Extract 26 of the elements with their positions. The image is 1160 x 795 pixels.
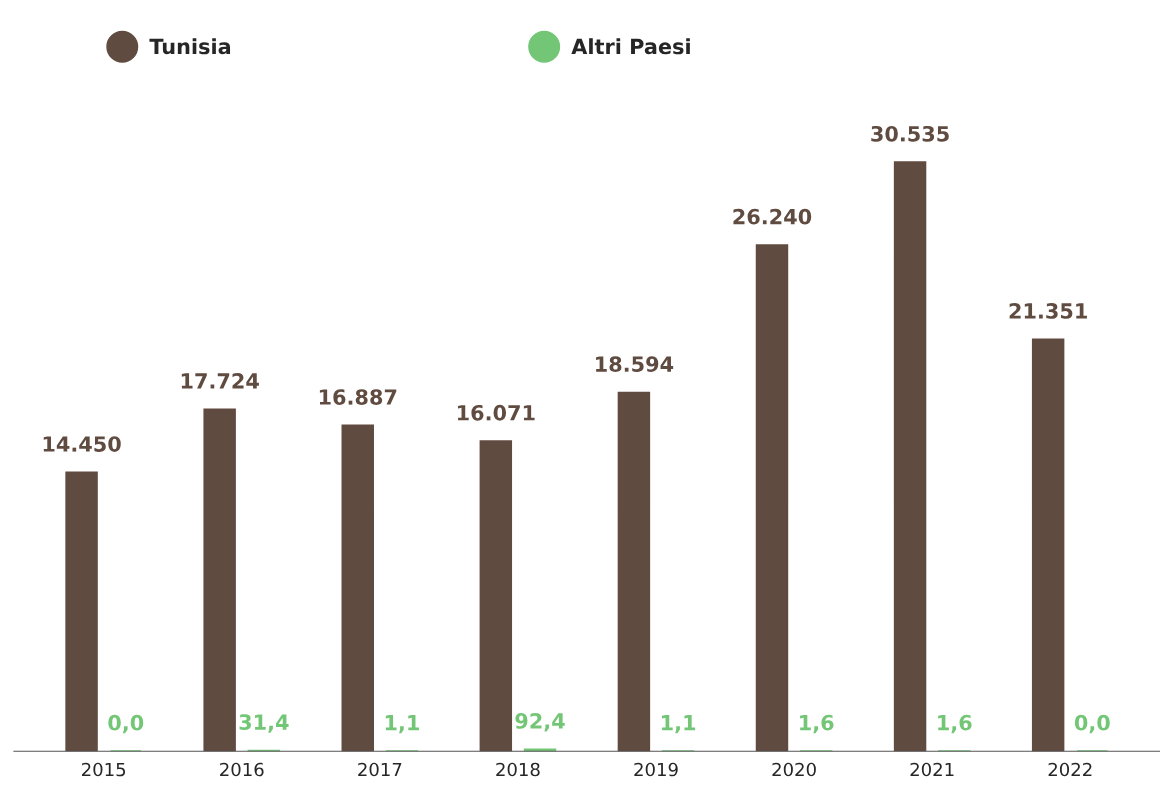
data-label: 16.071 [457, 404, 535, 421]
data-label: 30.535 [871, 125, 949, 142]
data-label: 18.594 [596, 356, 674, 372]
data-label: 1,6 [800, 714, 834, 734]
x-tick-label: 2022 [1048, 762, 1092, 777]
x-tick-label: 2015 [82, 762, 126, 777]
data-label: 0,0 [108, 714, 144, 734]
data-label: 31,4 [239, 714, 289, 733]
data-label: 17.724 [181, 372, 259, 389]
x-tick-label: 2020 [772, 762, 816, 777]
data-label: 1,1 [385, 715, 419, 734]
x-tick-label: 2021 [910, 762, 954, 777]
data-label: 0,0 [1074, 714, 1110, 734]
x-tick-label: 2019 [634, 762, 678, 777]
legend-label: Tunisia [149, 38, 231, 55]
data-label: 92,4 [515, 713, 565, 732]
data-label: 1,6 [938, 714, 972, 734]
data-label: 1,1 [661, 715, 696, 734]
x-tick-label: 2017 [358, 762, 402, 777]
data-label: 14.450 [43, 436, 121, 452]
x-tick-label: 2016 [220, 762, 264, 777]
legend-label: Altri Paesi [571, 38, 690, 55]
data-label: 21.351 [1009, 303, 1087, 319]
data-label: 16.887 [319, 389, 397, 405]
data-label: 26.240 [733, 208, 812, 225]
x-tick-label: 2018 [496, 762, 540, 777]
